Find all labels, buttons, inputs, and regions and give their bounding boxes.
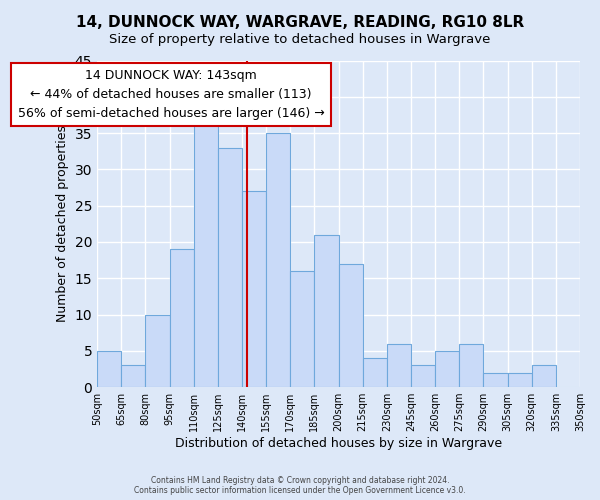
Bar	[411, 366, 435, 387]
Bar	[362, 358, 387, 387]
Bar	[338, 264, 362, 387]
Bar	[145, 314, 170, 387]
Bar	[242, 191, 266, 387]
Bar	[508, 372, 532, 387]
Bar	[218, 148, 242, 387]
Bar	[170, 249, 194, 387]
Text: 14, DUNNOCK WAY, WARGRAVE, READING, RG10 8LR: 14, DUNNOCK WAY, WARGRAVE, READING, RG10…	[76, 15, 524, 30]
Bar	[484, 372, 508, 387]
Bar	[314, 234, 338, 387]
Text: 14 DUNNOCK WAY: 143sqm
← 44% of detached houses are smaller (113)
56% of semi-de: 14 DUNNOCK WAY: 143sqm ← 44% of detached…	[18, 69, 325, 120]
Text: Size of property relative to detached houses in Wargrave: Size of property relative to detached ho…	[109, 32, 491, 46]
Y-axis label: Number of detached properties: Number of detached properties	[56, 126, 69, 322]
Bar	[435, 351, 459, 387]
Text: Contains HM Land Registry data © Crown copyright and database right 2024.
Contai: Contains HM Land Registry data © Crown c…	[134, 476, 466, 495]
Bar	[459, 344, 484, 387]
Bar	[266, 133, 290, 387]
Bar	[290, 271, 314, 387]
Bar	[121, 366, 145, 387]
Bar	[532, 366, 556, 387]
X-axis label: Distribution of detached houses by size in Wargrave: Distribution of detached houses by size …	[175, 437, 502, 450]
Bar	[194, 118, 218, 387]
Bar	[97, 351, 121, 387]
Bar	[387, 344, 411, 387]
